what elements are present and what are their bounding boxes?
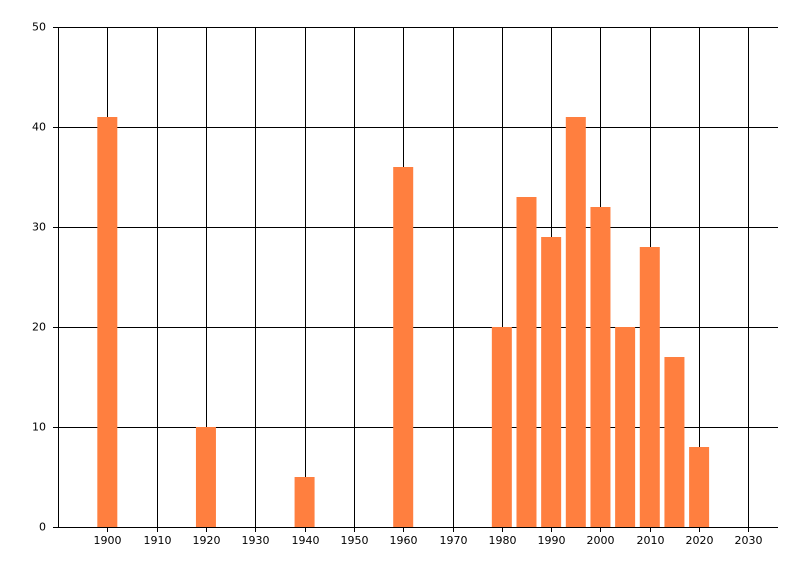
x-tick-label: 2000	[587, 534, 615, 547]
x-tick-label: 2010	[637, 534, 665, 547]
x-tick-label: 1920	[193, 534, 221, 547]
bar	[294, 477, 315, 527]
bar	[689, 447, 710, 527]
y-tick-label: 20	[32, 321, 46, 334]
y-tick-label: 10	[32, 421, 46, 434]
bar	[565, 117, 586, 527]
bar	[491, 327, 512, 527]
bar	[590, 207, 611, 527]
x-tick-label: 1970	[440, 534, 468, 547]
x-tick-label: 1930	[242, 534, 270, 547]
x-tick-label: 2020	[686, 534, 714, 547]
x-tick-label: 1940	[292, 534, 320, 547]
bar	[639, 247, 660, 527]
x-tick-label: 2030	[735, 534, 763, 547]
x-tick-label: 1990	[538, 534, 566, 547]
x-tick-label: 1910	[144, 534, 172, 547]
y-tick-label: 40	[32, 121, 46, 134]
x-tick-label: 1900	[94, 534, 122, 547]
x-tick-label: 1960	[390, 534, 418, 547]
y-tick-label: 0	[39, 521, 46, 534]
bar	[664, 357, 685, 527]
y-tick-label: 50	[32, 21, 46, 34]
x-tick-label: 1980	[489, 534, 517, 547]
y-tick-label: 30	[32, 221, 46, 234]
bar	[541, 237, 562, 527]
bar	[615, 327, 636, 527]
bar	[516, 197, 537, 527]
bar	[97, 117, 118, 527]
bar	[393, 167, 414, 527]
x-tick-label: 1950	[341, 534, 369, 547]
bar	[195, 427, 216, 527]
